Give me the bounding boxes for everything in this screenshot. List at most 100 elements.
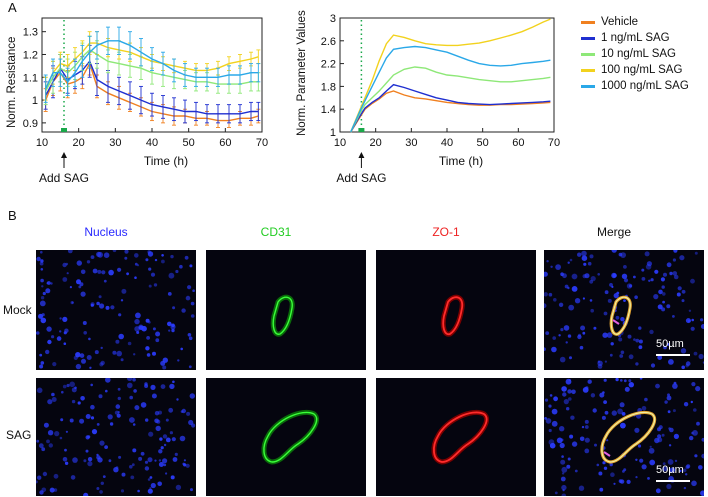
nucleus-dot xyxy=(50,282,53,285)
nucleus-dot xyxy=(698,353,704,360)
nucleus-dot xyxy=(120,358,124,362)
nucleus-dot xyxy=(672,315,675,318)
nucleus-dot xyxy=(646,261,652,267)
nucleus-dot xyxy=(579,345,584,350)
nucleus-dot xyxy=(60,418,64,422)
nucleus-dot xyxy=(584,437,590,443)
nucleus-dot xyxy=(75,363,82,370)
nucleus-dot xyxy=(597,273,600,276)
nucleus-dot xyxy=(639,378,643,380)
nucleus-dot xyxy=(154,418,159,424)
nucleus-dot xyxy=(571,389,576,395)
nucleus-dot xyxy=(90,416,95,420)
nucleus-dot xyxy=(96,301,100,306)
nucleus-dot xyxy=(700,324,704,329)
nucleus-dot xyxy=(571,441,578,447)
nucleus-dot xyxy=(690,278,695,284)
chart1-ytick-label: 1.2 xyxy=(23,49,38,61)
nucleus-dot xyxy=(151,393,157,399)
nucleus-dot xyxy=(644,251,650,257)
nucleus-dot xyxy=(132,378,136,382)
nucleus-dot xyxy=(45,288,51,294)
nucleus-dot xyxy=(170,475,175,480)
nucleus-dot xyxy=(133,353,136,356)
nucleus-dot xyxy=(86,260,91,264)
nucleus-dot xyxy=(101,270,106,275)
parameter-chart: 10 20 30 40 50 60 70 1 1.4 1.8 2.2 2.6 3 Time (h) Add … xyxy=(321,13,560,185)
nucleus-dot xyxy=(639,458,644,463)
nucleus-dot xyxy=(673,433,679,439)
merge-vessel xyxy=(600,410,657,464)
nucleus-dot xyxy=(46,439,50,444)
nucleus-dot xyxy=(579,436,585,442)
nucleus-dot xyxy=(65,430,68,433)
nucleus-dot xyxy=(701,437,704,442)
micrograph-image xyxy=(544,378,704,496)
chart1-ylabel: Norm. Resistance xyxy=(6,36,18,128)
chart2-xtick-label: 60 xyxy=(512,137,524,149)
nucleus-dot xyxy=(680,348,687,354)
nucleus-dot xyxy=(91,429,98,435)
nucleus-dot xyxy=(158,449,163,454)
nucleus-dot xyxy=(183,463,187,467)
micrograph-image xyxy=(440,294,465,337)
chart1-arrow-head xyxy=(61,152,67,158)
nucleus-dot xyxy=(77,401,81,405)
chart2-series-1-ng-ml-sag xyxy=(350,83,551,133)
chart1-xtick-label: 30 xyxy=(109,137,121,149)
nucleus-dot xyxy=(561,466,568,473)
chart2-xtick-label: 10 xyxy=(334,137,346,149)
chart1-xtick-label: 50 xyxy=(183,137,195,149)
nucleus-dot xyxy=(662,300,665,304)
nucleus-dot xyxy=(544,347,546,351)
nucleus-dot xyxy=(693,351,698,356)
nucleus-dot xyxy=(100,481,105,485)
nucleus-dot xyxy=(90,383,93,387)
nucleus-dot xyxy=(65,262,69,266)
nucleus-dot xyxy=(668,359,674,365)
nucleus-dot xyxy=(635,458,638,461)
nucleus-dot xyxy=(584,419,589,424)
nucleus-dot xyxy=(604,410,609,415)
nucleus-dot xyxy=(59,317,62,320)
nucleus-dot xyxy=(181,308,186,313)
nucleus-dot xyxy=(188,336,193,341)
nucleus-dot xyxy=(679,469,682,473)
nucleus-dot xyxy=(702,361,704,364)
nucleus-dot xyxy=(655,488,661,494)
nucleus-dot xyxy=(180,410,184,413)
nucleus-dot xyxy=(51,335,55,339)
nucleus-dot xyxy=(650,363,656,368)
nucleus-dot xyxy=(131,463,135,467)
scale-bar-sag xyxy=(656,480,690,482)
nucleus-dot xyxy=(36,256,41,262)
nucleus-dot xyxy=(117,267,122,272)
nucleus-dot xyxy=(611,250,617,253)
nucleus-dot xyxy=(150,272,156,277)
nucleus-dot xyxy=(118,455,122,459)
panel-a-letter: A xyxy=(8,0,17,15)
nucleus-dot xyxy=(72,457,78,463)
nucleus-dot xyxy=(603,311,608,316)
nucleus-dot xyxy=(76,260,82,266)
nucleus-dot xyxy=(114,410,119,415)
nucleus-dot xyxy=(47,399,53,405)
legend-swatch-1ng xyxy=(581,37,595,40)
nucleus-dot xyxy=(38,313,43,319)
nucleus-dot xyxy=(623,265,627,269)
nucleus-dot xyxy=(162,365,167,370)
nucleus-dot xyxy=(602,332,608,338)
nucleus-dot xyxy=(645,264,652,270)
nucleus-dot xyxy=(86,355,92,360)
nucleus-dot xyxy=(160,384,166,389)
nucleus-dot xyxy=(683,402,689,407)
nucleus-dot xyxy=(571,286,578,292)
nucleus-dot xyxy=(666,343,670,346)
chart2-ytick-label: 1 xyxy=(330,127,336,139)
chart2-ytick-label: 1.8 xyxy=(321,81,336,93)
nucleus-dot xyxy=(621,412,626,416)
nucleus-dot xyxy=(638,339,643,344)
nucleus-dot xyxy=(654,269,659,274)
row-label-sag: SAG xyxy=(6,428,32,442)
nucleus-dot xyxy=(102,475,106,478)
